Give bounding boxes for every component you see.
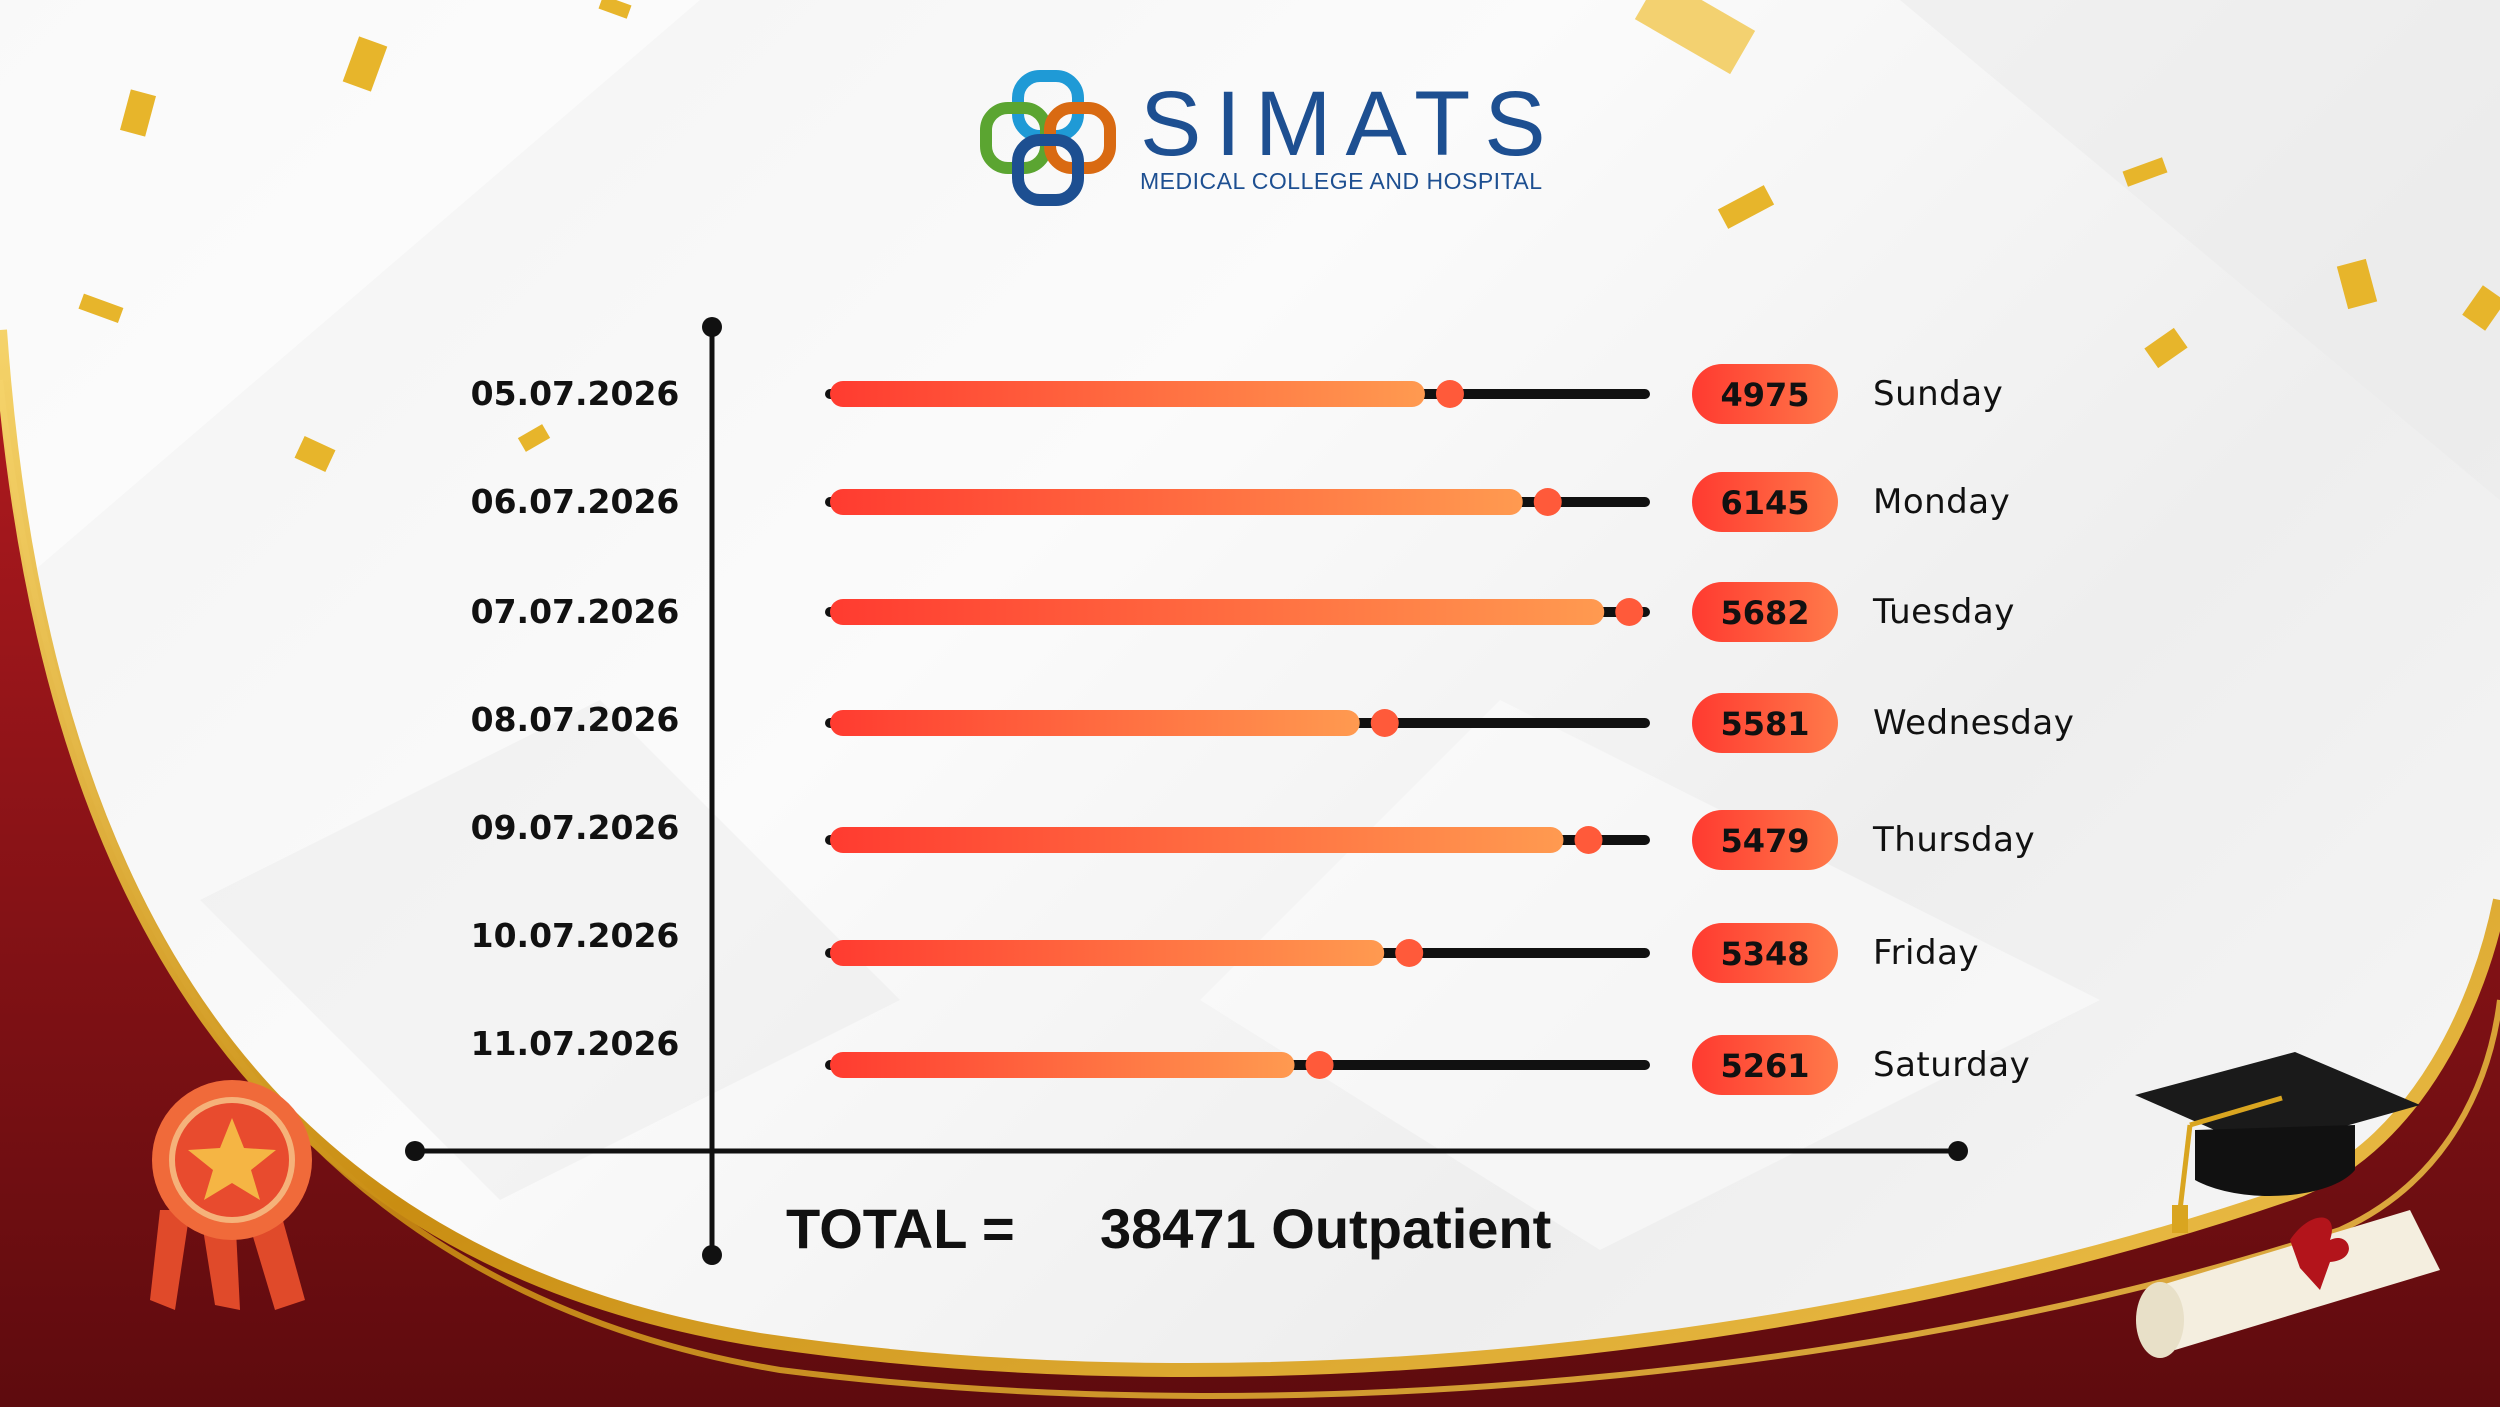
brand-logo: SIMATS MEDICAL COLLEGE AND HOSPITAL — [980, 70, 1546, 210]
confetti — [78, 0, 2500, 473]
x-axis-right-dot — [1948, 1141, 1968, 1161]
day-label: Saturday — [1873, 1045, 2031, 1085]
diploma-scroll-icon — [2136, 1210, 2440, 1358]
bar-marker — [1533, 488, 1562, 516]
bar — [830, 827, 1564, 853]
value-badge — [1692, 923, 1838, 983]
date-label: 05.07.2026 — [470, 374, 680, 413]
date-label: 11.07.2026 — [470, 1024, 680, 1063]
value-label: 6145 — [1720, 484, 1809, 522]
value-badge — [1692, 472, 1838, 532]
bar — [830, 710, 1360, 736]
total-value: 38471 Outpatient — [1100, 1197, 1552, 1260]
y-axis-top-dot — [702, 317, 722, 337]
value-label: 5479 — [1720, 822, 1809, 860]
total-label: TOTAL = — [786, 1197, 1015, 1260]
bar-marker — [1305, 1051, 1334, 1079]
day-label: Tuesday — [1873, 592, 2015, 632]
simats-logo-icon — [980, 70, 1116, 206]
day-label: Thursday — [1873, 820, 2036, 860]
brand-subtitle: MEDICAL COLLEGE AND HOSPITAL — [1140, 168, 1543, 194]
bar-marker — [1615, 598, 1644, 626]
award-ribbon-icon — [150, 1080, 312, 1310]
value-badge — [1692, 693, 1838, 753]
day-label: Friday — [1873, 933, 1980, 973]
bar — [830, 1052, 1295, 1078]
value-label: 5682 — [1720, 594, 1809, 632]
value-badge — [1692, 582, 1838, 642]
day-label: Monday — [1873, 482, 2011, 522]
value-badge — [1692, 810, 1838, 870]
day-label: Wednesday — [1873, 703, 2075, 743]
bar — [830, 940, 1385, 966]
value-label: 4975 — [1720, 376, 1809, 414]
value-label: 5261 — [1720, 1047, 1809, 1085]
value-label: 5348 — [1720, 935, 1809, 973]
y-axis-bottom-dot — [702, 1245, 722, 1265]
value-badge — [1692, 364, 1838, 424]
value-badge — [1692, 1035, 1838, 1095]
bar — [830, 599, 1605, 625]
date-label: 06.07.2026 — [470, 482, 680, 521]
date-label: 07.07.2026 — [470, 592, 680, 631]
bar-marker — [1435, 380, 1464, 408]
date-label: 10.07.2026 — [470, 916, 680, 955]
graduation-cap-icon — [2135, 1052, 2420, 1233]
bar — [830, 381, 1425, 407]
date-label: 08.07.2026 — [470, 700, 680, 739]
x-axis-left-dot — [405, 1141, 425, 1161]
day-label: Sunday — [1873, 374, 2004, 414]
brand-name: SIMATS — [1140, 73, 1560, 175]
bar-marker — [1395, 939, 1424, 967]
date-label: 09.07.2026 — [470, 808, 680, 847]
bar-marker — [1574, 826, 1603, 854]
value-label: 5581 — [1720, 705, 1809, 743]
bar — [830, 489, 1523, 515]
bar-marker — [1370, 709, 1399, 737]
